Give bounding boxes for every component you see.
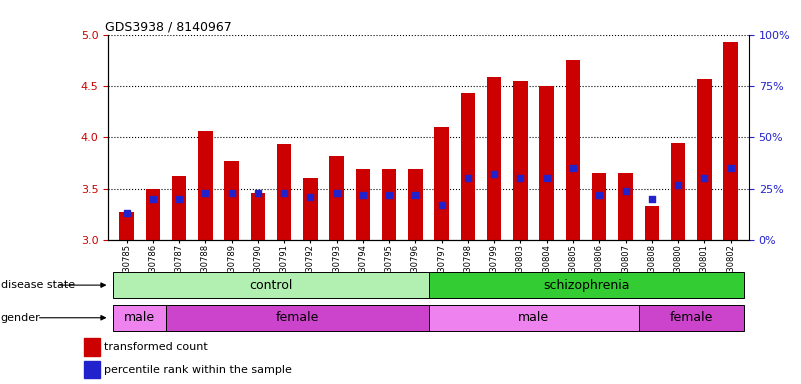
Bar	[670, 144, 685, 240]
Bar	[566, 60, 580, 240]
Point	[461, 175, 474, 182]
Bar	[224, 161, 239, 240]
Bar	[723, 42, 738, 240]
Point	[173, 196, 186, 202]
Bar	[461, 93, 475, 240]
Bar	[114, 305, 166, 331]
Point	[356, 192, 369, 198]
Bar	[645, 206, 659, 240]
Text: female: female	[670, 311, 713, 324]
Bar	[198, 131, 212, 240]
Bar	[84, 338, 100, 356]
Bar	[329, 156, 344, 240]
Bar	[356, 169, 370, 240]
Bar	[540, 86, 554, 240]
Text: disease state: disease state	[1, 280, 75, 290]
Bar	[429, 305, 638, 331]
Bar	[166, 305, 429, 331]
Point	[593, 192, 606, 198]
Point	[566, 165, 579, 171]
Bar	[409, 169, 423, 240]
Bar	[429, 272, 743, 298]
Point	[278, 190, 291, 196]
Point	[225, 190, 238, 196]
Text: GDS3938 / 8140967: GDS3938 / 8140967	[105, 20, 231, 33]
Bar	[487, 77, 501, 240]
Point	[541, 175, 553, 182]
Bar	[638, 305, 743, 331]
Bar	[114, 272, 429, 298]
Point	[488, 171, 501, 177]
Bar	[251, 193, 265, 240]
Point	[383, 192, 396, 198]
Bar	[303, 178, 317, 240]
Point	[646, 196, 658, 202]
Bar	[277, 144, 292, 240]
Point	[252, 190, 264, 196]
Text: male: male	[518, 311, 549, 324]
Point	[199, 190, 211, 196]
Bar	[513, 81, 528, 240]
Point	[619, 188, 632, 194]
Text: gender: gender	[1, 313, 41, 323]
Bar	[172, 176, 187, 240]
Text: control: control	[249, 279, 292, 291]
Text: percentile rank within the sample: percentile rank within the sample	[104, 364, 292, 374]
Point	[514, 175, 527, 182]
Text: male: male	[124, 311, 155, 324]
Bar	[697, 79, 711, 240]
Point	[147, 196, 159, 202]
Bar	[618, 173, 633, 240]
Point	[724, 165, 737, 171]
Bar	[592, 173, 606, 240]
Bar	[146, 189, 160, 240]
Text: schizophrenia: schizophrenia	[543, 279, 630, 291]
Point	[698, 175, 710, 182]
Bar	[382, 169, 396, 240]
Bar	[84, 361, 100, 378]
Bar	[119, 212, 134, 240]
Text: transformed count: transformed count	[104, 342, 208, 352]
Point	[120, 210, 133, 216]
Bar	[434, 127, 449, 240]
Point	[409, 192, 422, 198]
Point	[330, 190, 343, 196]
Point	[671, 182, 684, 188]
Text: female: female	[276, 311, 319, 324]
Point	[435, 202, 448, 208]
Point	[304, 194, 316, 200]
